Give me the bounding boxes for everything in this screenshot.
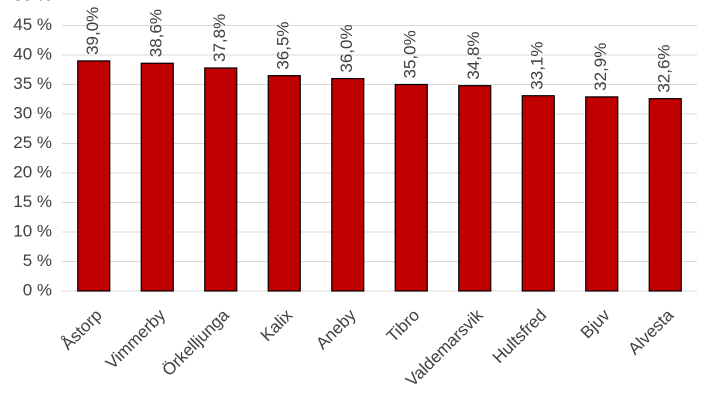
data-label: 36,0% [337,24,356,72]
data-label: 36,5% [274,21,293,69]
data-label: 32,6% [655,44,674,92]
x-tick-label: Tibro [383,306,423,346]
x-tick-label: Aneby [312,305,360,353]
y-tick-label: 20 % [13,162,52,181]
x-tick-label: Bjuv [577,305,614,342]
x-tick-label: Kalix [257,305,297,345]
y-tick-label: 40 % [13,44,52,63]
y-tick-label: 0 % [23,280,52,299]
bar [648,98,682,292]
bar [521,95,555,292]
y-tick-label: 50 % [13,0,52,4]
bar [394,83,428,292]
data-label: 38,6% [147,9,166,57]
y-tick-label: 45 % [13,15,52,34]
y-tick-label: 10 % [13,221,52,240]
bar [267,75,301,292]
bar [77,60,111,292]
x-tick-label: Örkelljunga [159,305,234,380]
bar [458,85,492,292]
y-tick-label: 30 % [13,103,52,122]
x-tick-label: Vimmerby [102,305,170,373]
data-label: 37,8% [210,14,229,62]
data-label: 35,0% [401,30,420,78]
y-tick-label: 25 % [13,133,52,152]
x-tick-label: Hultsfred [489,306,551,368]
bar [585,96,619,292]
data-label: 39,0% [83,7,102,55]
y-tick-label: 15 % [13,192,52,211]
data-label: 33,1% [528,42,547,90]
bar [140,62,174,292]
data-label: 32,9% [591,43,610,91]
y-tick-label: 5 % [23,251,52,270]
y-tick-label: 35 % [13,74,52,93]
bar [204,67,238,292]
x-tick-label: Åstorp [58,306,106,354]
data-label: 34,8% [464,31,483,79]
x-tick-label: Alvesta [624,305,677,358]
bar [331,77,365,292]
